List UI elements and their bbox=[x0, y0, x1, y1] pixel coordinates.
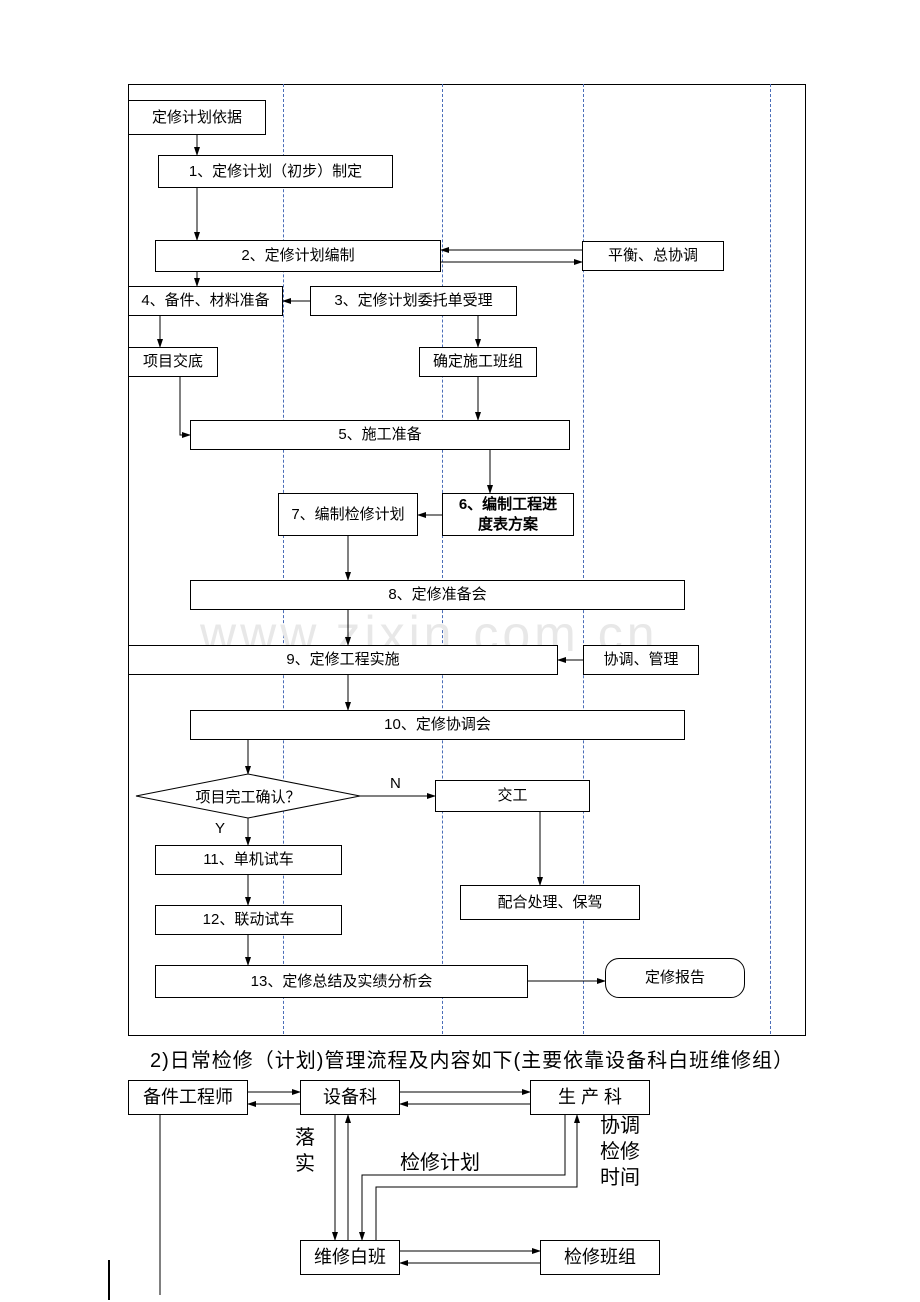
node-report: 定修报告 bbox=[605, 958, 745, 998]
page: www.zixin.com.cn bbox=[0, 0, 920, 1302]
node-s3: 3、定修计划委托单受理 bbox=[310, 286, 517, 316]
node-s1-label: 1、定修计划（初步）制定 bbox=[189, 162, 362, 182]
node-s6: 6、编制工程进 度表方案 bbox=[442, 493, 574, 536]
node-assist: 配合处理、保驾 bbox=[460, 885, 640, 920]
node-s4: 4、备件、材料准备 bbox=[128, 286, 283, 316]
node-maint-label: 维修白班 bbox=[314, 1246, 386, 1269]
node-s8-label: 8、定修准备会 bbox=[388, 585, 486, 605]
node-s2-label: 2、定修计划编制 bbox=[241, 246, 354, 266]
swimlane-2 bbox=[442, 84, 443, 1034]
node-spare-label: 备件工程师 bbox=[143, 1086, 233, 1109]
node-report-label: 定修报告 bbox=[645, 968, 705, 988]
node-decision-label: 项目完工确认？ bbox=[190, 786, 306, 807]
text-luoshi: 落 实 bbox=[295, 1125, 315, 1177]
node-s12-label: 12、联动试车 bbox=[203, 910, 295, 930]
node-team-label: 确定施工班组 bbox=[433, 352, 523, 372]
node-team: 确定施工班组 bbox=[419, 347, 537, 377]
node-s7-label: 7、编制检修计划 bbox=[291, 505, 404, 525]
node-prod: 生 产 科 bbox=[530, 1080, 650, 1115]
node-repair: 检修班组 bbox=[540, 1240, 660, 1275]
node-s1: 1、定修计划（初步）制定 bbox=[158, 155, 393, 188]
node-s9: 9、定修工程实施 bbox=[128, 645, 558, 675]
node-brief: 项目交底 bbox=[128, 347, 218, 377]
node-s7: 7、编制检修计划 bbox=[278, 493, 418, 536]
label-n: N bbox=[390, 775, 401, 792]
node-basis-label: 定修计划依据 bbox=[152, 108, 242, 128]
node-jiaogong-label: 交工 bbox=[497, 786, 527, 806]
node-s12: 12、联动试车 bbox=[155, 905, 342, 935]
node-s6-label: 6、编制工程进 度表方案 bbox=[459, 495, 557, 534]
node-brief-label: 项目交底 bbox=[143, 352, 203, 372]
caption-text: 2)日常检修（计划)管理流程及内容如下(主要依靠设备科白班维修组） bbox=[150, 1044, 794, 1073]
node-s5-label: 5、施工准备 bbox=[338, 425, 421, 445]
node-s9-label: 9、定修工程实施 bbox=[286, 650, 399, 670]
node-maint: 维修白班 bbox=[300, 1240, 400, 1275]
node-s10: 10、定修协调会 bbox=[190, 710, 685, 740]
node-s4-label: 4、备件、材料准备 bbox=[141, 291, 269, 311]
node-s3-label: 3、定修计划委托单受理 bbox=[334, 291, 492, 311]
node-s5: 5、施工准备 bbox=[190, 420, 570, 450]
page-edge-mark bbox=[108, 1260, 110, 1300]
node-s13: 13、定修总结及实绩分析会 bbox=[155, 965, 528, 998]
label-y: Y bbox=[215, 820, 225, 837]
swimlane-1 bbox=[283, 84, 284, 1034]
node-prod-label: 生 产 科 bbox=[558, 1086, 622, 1109]
node-coord-label: 平衡、总协调 bbox=[608, 246, 698, 266]
node-s13-label: 13、定修总结及实绩分析会 bbox=[251, 972, 433, 992]
node-assist-label: 配合处理、保驾 bbox=[497, 893, 602, 913]
text-jianxiu: 检修计划 bbox=[400, 1150, 480, 1176]
node-basis: 定修计划依据 bbox=[128, 100, 266, 135]
node-s2: 2、定修计划编制 bbox=[155, 240, 441, 272]
node-mgmt-label: 协调、管理 bbox=[603, 650, 678, 670]
node-coord: 平衡、总协调 bbox=[582, 241, 724, 271]
node-s11-label: 11、单机试车 bbox=[203, 850, 294, 870]
node-jiaogong: 交工 bbox=[435, 780, 590, 812]
text-xietiao: 协调 检修 时间 bbox=[600, 1113, 640, 1191]
node-mgmt: 协调、管理 bbox=[583, 645, 699, 675]
node-s10-label: 10、定修协调会 bbox=[384, 715, 491, 735]
node-s11: 11、单机试车 bbox=[155, 845, 342, 875]
node-spare: 备件工程师 bbox=[128, 1080, 248, 1115]
node-s8: 8、定修准备会 bbox=[190, 580, 685, 610]
node-equip: 设备科 bbox=[300, 1080, 400, 1115]
node-equip-label: 设备科 bbox=[323, 1086, 377, 1109]
swimlane-4 bbox=[770, 84, 771, 1034]
node-repair-label: 检修班组 bbox=[564, 1246, 636, 1269]
